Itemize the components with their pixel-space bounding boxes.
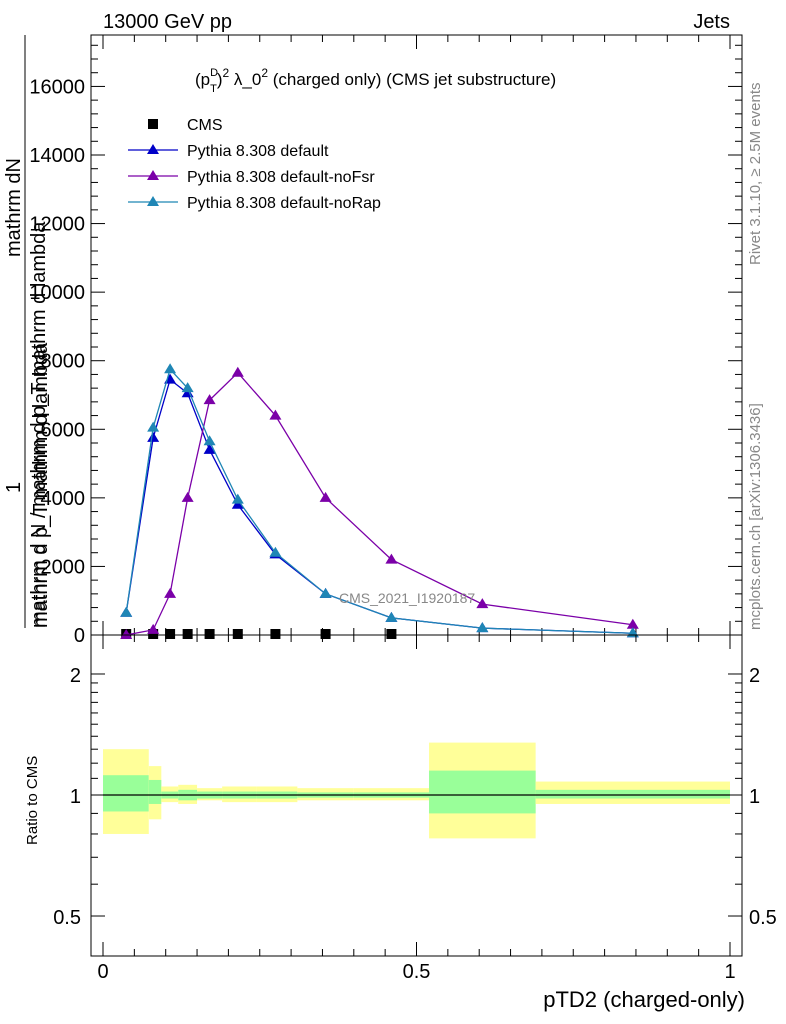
main-plot-area: 0 2000 4000 6000 8000 10000 12000 14000 16000 CM… (3, 34, 743, 647)
ratio-y-tick-labels: 0.5 0.5 1 1 2 2 (53, 665, 777, 929)
series-2-point (476, 598, 489, 609)
main-y-tick-label: 0 (74, 625, 85, 647)
series-1-point (203, 443, 216, 454)
y-label-dN: mathrm dN (3, 158, 25, 257)
title-sup-d: D (210, 67, 218, 79)
legend: CMS Pythia 8.308 default Pythia 8.308 de… (128, 117, 381, 212)
title-lambda: λ_0 (229, 70, 261, 89)
ratio-inner-band (535, 789, 730, 799)
y-label-one: 1 (3, 482, 25, 493)
cms-data-point (270, 629, 281, 639)
series-2-point (147, 623, 160, 634)
series-2-point (203, 394, 216, 405)
series-3-point (147, 421, 160, 432)
main-y-tick-label: 6000 (41, 419, 86, 441)
mcplots-source-label: mcplots.cern.ch [arXiv:1306.3436] (747, 403, 764, 630)
main-y-tick-label: 10000 (29, 282, 85, 304)
cms-data-point (232, 629, 243, 639)
ratio-axis-ticks (91, 635, 742, 956)
ratio-y-axis-label: Ratio to CMS (24, 756, 41, 845)
cms-data-point (182, 629, 193, 639)
ratio-uncertainty-bands (103, 742, 730, 839)
ratio-inner-band (103, 775, 149, 812)
series-2-point (181, 491, 194, 502)
series-2-point (269, 409, 282, 420)
legend-label-nofsr: Pythia 8.308 default-noFsr (187, 169, 375, 186)
main-y-tick-labels: 0 2000 4000 6000 8000 10000 12000 14000 16000 (29, 76, 85, 647)
y-label-denominator: mathrm d p_T mathrm d lambda (30, 342, 52, 628)
ratio-inner-band (148, 779, 162, 804)
main-axis-ticks (91, 35, 742, 636)
legend-label-default: Pythia 8.308 default (187, 143, 329, 160)
main-y-tick-label: 14000 (29, 145, 85, 167)
cms-data-point (320, 629, 331, 639)
series-2-point (231, 366, 244, 377)
series-3-point (385, 611, 398, 622)
jets-label: Jets (693, 11, 730, 33)
legend-marker-nofsr (147, 170, 159, 180)
main-y-tick-label: 8000 (41, 351, 86, 373)
series-2-point (164, 587, 177, 598)
title-rest: (charged only) (CMS jet substructure) (268, 70, 556, 89)
series-3-point (164, 363, 177, 374)
rivet-version-label: Rivet 3.1.10, ≥ 2.5M events (747, 83, 764, 266)
ratio-y-tick-label-right: 0.5 (749, 907, 777, 929)
title-p: (p (195, 70, 210, 89)
main-y-tick-label: 4000 (41, 488, 86, 510)
series-1-point (147, 431, 160, 442)
title-sup-2a: 2 (222, 66, 229, 80)
series-3-point (476, 622, 489, 633)
series-2-point (319, 491, 332, 502)
title-close: ) (217, 70, 223, 89)
main-y-tick-label: 2000 (41, 556, 86, 578)
series-3-point (269, 546, 282, 557)
series-3-point (181, 382, 194, 393)
y-label-outer-denominator: mathrm d N / mathrm d p_T mathrm d lambd… (28, 221, 50, 628)
main-y-tick-label: 12000 (29, 214, 85, 236)
legend-label-norap: Pythia 8.308 default-noRap (187, 195, 381, 212)
x-axis-label: pTD2 (charged-only) (543, 987, 745, 1012)
watermark-label: CMS_2021_I1920187 (339, 590, 475, 606)
series-2-point (626, 618, 639, 629)
title-sup-2b: 2 (261, 66, 268, 80)
series-3-point (319, 587, 332, 598)
series-2-point (385, 553, 398, 564)
series-2-point (120, 629, 133, 639)
series-3-point (120, 606, 133, 617)
ratio-y-tick-label: 0.5 (53, 907, 81, 929)
main-series-group (120, 363, 639, 639)
cms-data-point (386, 629, 397, 639)
ratio-y-tick-label: 2 (70, 665, 81, 687)
ratio-y-tick-label-right: 1 (749, 786, 760, 808)
title-sub-t: T (210, 83, 217, 95)
ratio-y-tick-label: 1 (70, 786, 81, 808)
main-y-tick-label: 16000 (29, 76, 85, 98)
ratio-x-tick-labels: 0 0.5 1 (97, 961, 735, 983)
collision-energy-label: 13000 GeV pp (103, 11, 232, 33)
series-1-point (231, 498, 244, 509)
series-3-point (203, 435, 216, 446)
series-3-point (626, 627, 639, 638)
cms-data-point (204, 629, 215, 639)
cms-data-point (148, 629, 159, 639)
ratio-x-tick-label: 0.5 (403, 961, 431, 983)
ratio-x-tick-label: 0 (97, 961, 108, 983)
ratio-inner-band (429, 770, 536, 814)
legend-marker-norap (147, 196, 159, 206)
ratio-y-tick-label-right: 2 (749, 665, 760, 687)
legend-label-cms: CMS (187, 117, 223, 134)
legend-marker-cms (148, 119, 158, 129)
cms-data-point (165, 629, 176, 639)
series-3-point (231, 493, 244, 504)
legend-marker-default (147, 144, 159, 154)
ratio-x-tick-label: 1 (724, 961, 735, 983)
chart-title: (pD T)2 λ_02 (charged only) (CMS jet subs… (195, 66, 556, 95)
ratio-plot-area: 0.5 0.51 12 2 0 0.5 1 Ratio to CMS pTD2 (char… (24, 634, 777, 1012)
main-y-axis-label: mathrm dN mathrm d p_T mathrm d lambda 1… (3, 35, 52, 628)
